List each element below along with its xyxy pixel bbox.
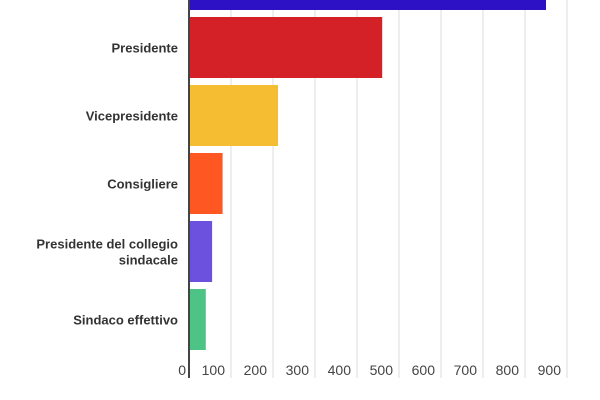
bar: [189, 289, 206, 350]
x-tick-label: 300: [286, 362, 310, 378]
category-label: Vicepresidente: [86, 109, 178, 124]
x-tick-label: 800: [496, 362, 520, 378]
bar: [189, 85, 279, 146]
bar: [189, 153, 223, 214]
x-tick-label: 200: [244, 362, 268, 378]
category-label-line: sindacale: [119, 253, 178, 268]
bar: [189, 17, 383, 78]
bar: [189, 0, 546, 10]
category-label: Presidente del collegio sindacale: [36, 237, 178, 268]
x-tick-label: 100: [202, 362, 226, 378]
x-tick-label: 400: [328, 362, 352, 378]
category-label-line: Sindaco effettivo: [73, 313, 178, 328]
category-label-line: Presidente: [112, 41, 178, 56]
category-label: Sindaco effettivo: [73, 313, 178, 328]
category-label-line: Vicepresidente: [86, 109, 178, 124]
x-tick-label: 900: [538, 362, 562, 378]
category-label: Consigliere: [107, 177, 178, 192]
category-label: Presidente: [112, 41, 178, 56]
x-tick-label: 0: [178, 362, 186, 378]
x-tick-label: 500: [370, 362, 394, 378]
category-label-line: Presidente del collegio: [36, 237, 178, 252]
x-tick-label: 600: [412, 362, 436, 378]
x-tick-label: 700: [454, 362, 478, 378]
bar: [189, 221, 213, 282]
category-label-line: Consigliere: [107, 177, 178, 192]
